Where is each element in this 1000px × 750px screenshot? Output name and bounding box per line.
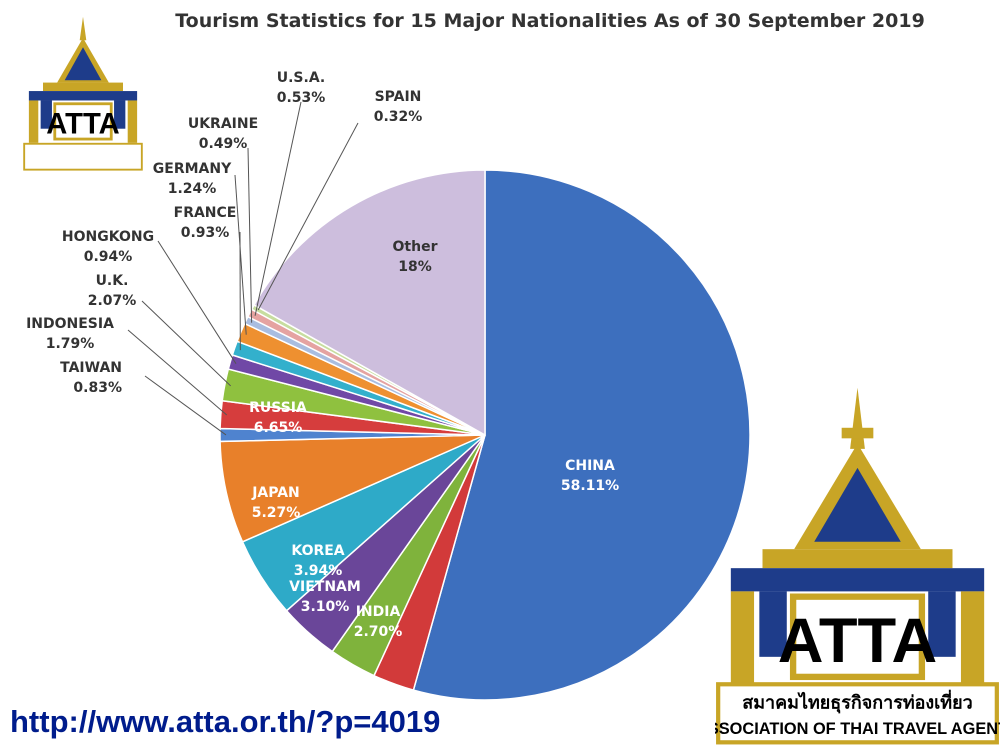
- slice-label-name: INDONESIA: [26, 316, 114, 332]
- slice-label-value: 18%: [398, 259, 432, 275]
- slice-label-name: VIETNAM: [289, 579, 361, 595]
- slice-label-name: U.S.A.: [277, 70, 326, 86]
- slice-label-value: 0.53%: [277, 90, 326, 106]
- slice-label-value: 0.32%: [374, 109, 423, 125]
- leader-line: [247, 147, 253, 323]
- slice-label-value: 58.11%: [561, 478, 619, 494]
- atta-logo-english-text: ASSOCIATION OF THAI TRAVEL AGENTS: [715, 720, 1000, 738]
- slice-label-name: TAIWAN: [60, 360, 122, 376]
- leader-line: [157, 240, 237, 364]
- slice-label-value: 3.10%: [301, 599, 350, 615]
- slice-label-value: 0.93%: [181, 225, 230, 241]
- slice-label-name: Other: [393, 239, 438, 255]
- leader-line: [144, 375, 227, 436]
- slice-label-name: CHINA: [565, 458, 615, 474]
- pie-slice-other: [253, 169, 486, 437]
- atta-logo-word-small: ATTA: [46, 108, 119, 140]
- atta-logo-thai-text: สมาคมไทยธุรกิจการท่องเที่ยว: [742, 690, 972, 714]
- slice-label-value: 0.94%: [84, 249, 133, 265]
- slice-label-name: SPAIN: [375, 89, 422, 105]
- leader-line: [127, 329, 228, 416]
- slice-label-name: KOREA: [291, 543, 344, 559]
- slice-label-value: 0.49%: [199, 136, 248, 152]
- leader-line: [234, 174, 247, 335]
- slice-label-value: 5.27%: [252, 505, 301, 521]
- slice-label-value: 2.70%: [354, 624, 403, 640]
- atta-logo-graphic: ATTA สมาคมไทยธุรกิจการท่องเที่ยว ASSOCIA…: [715, 387, 1000, 745]
- slice-label-name: RUSSIA: [249, 400, 307, 416]
- slice-label-value: 3.94%: [294, 563, 343, 579]
- atta-logo-small: ATTA: [23, 16, 143, 171]
- atta-logo-graphic: ATTA: [23, 16, 143, 171]
- slice-labels: CHINA 58.11% INDIA 2.70% VIETNAM 3.10% KOREA 3.…: [26, 70, 619, 640]
- slice-label-value: 6.65%: [254, 420, 303, 436]
- source-url[interactable]: http://www.atta.or.th/?p=4019: [10, 704, 441, 739]
- leader-line: [141, 300, 232, 387]
- slice-label-name: U.K.: [96, 273, 129, 289]
- slice-label-value: 1.24%: [168, 181, 217, 197]
- slice-label-name: JAPAN: [251, 485, 300, 501]
- leader-lines: [127, 101, 359, 436]
- slice-label-name: GERMANY: [153, 161, 232, 177]
- slice-label-value: 1.79%: [46, 336, 95, 352]
- leader-line: [254, 101, 302, 316]
- slice-label-name: UKRAINE: [188, 116, 258, 132]
- leader-line: [257, 122, 359, 311]
- slice-label-name: HONGKONG: [62, 229, 154, 245]
- pie-slice-china: [412, 169, 751, 701]
- atta-logo-large: ATTA สมาคมไทยธุรกิจการท่องเที่ยว ASSOCIA…: [715, 387, 1000, 745]
- slice-label-value: 2.07%: [88, 293, 137, 309]
- atta-logo-word-large: ATTA: [778, 606, 937, 676]
- slice-label-name: INDIA: [356, 604, 401, 620]
- chart-title: Tourism Statistics for 15 Major National…: [175, 10, 925, 32]
- pie-slices: [219, 169, 751, 701]
- slice-label-value: 0.83%: [73, 380, 122, 396]
- slice-label-name: FRANCE: [174, 205, 237, 221]
